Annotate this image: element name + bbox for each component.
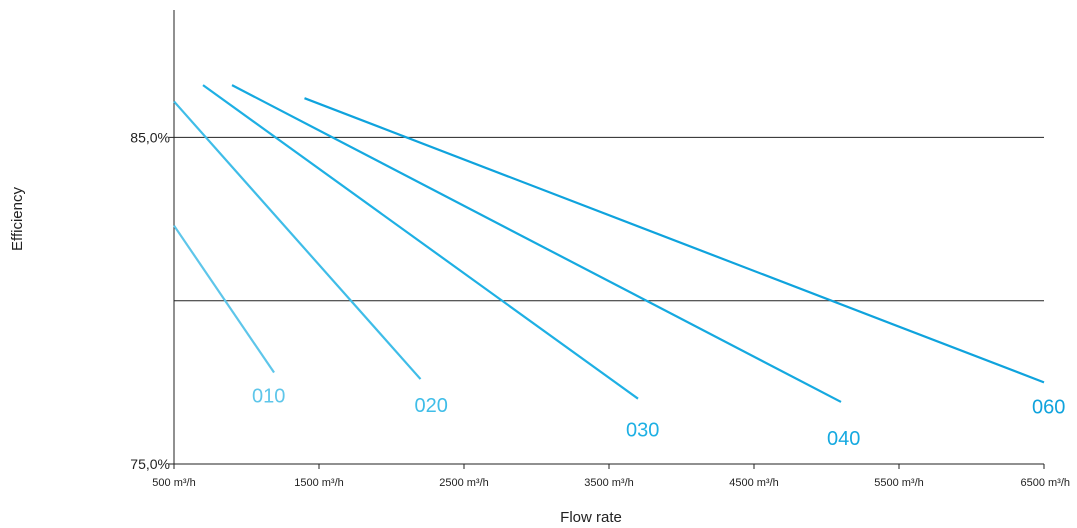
series-line-020: [173, 100, 422, 380]
x-axis-ticks: 500 m³/h 1500 m³/h 2500 m³/h 3500 m³/h 4500 …: [152, 464, 1070, 489]
x-tick-label: 6500 m³/h: [1020, 477, 1070, 489]
y-axis-title: Efficiency: [9, 187, 26, 251]
grid-lines: [174, 136, 1044, 302]
series-line-060: [304, 97, 1045, 384]
series-lines: [173, 84, 1045, 403]
x-tick-label: 2500 m³/h: [439, 477, 489, 489]
series-line-040: [231, 84, 842, 403]
y-tick-label: 75,0%: [130, 456, 170, 472]
series-line-010: [173, 224, 275, 374]
x-tick-label: 1500 m³/h: [294, 477, 344, 489]
x-tick-label: 5500 m³/h: [874, 477, 924, 489]
y-axis-ticks: 75,0% 85,0%: [130, 129, 174, 472]
series-label-030: 030: [626, 420, 659, 442]
series-line-030: [202, 84, 639, 400]
y-tick-label: 85,0%: [130, 129, 170, 145]
series-label-020: 020: [415, 395, 448, 417]
x-tick-label: 500 m³/h: [152, 477, 195, 489]
series-label-010: 010: [252, 386, 285, 408]
series-label-060: 060: [1032, 396, 1065, 418]
series-label-040: 040: [827, 428, 860, 450]
x-tick-label: 4500 m³/h: [729, 477, 779, 489]
axes: [173, 10, 1044, 465]
x-axis-title: Flow rate: [560, 509, 622, 526]
series-labels: 010 020 030 040 060: [252, 386, 1065, 450]
x-tick-label: 3500 m³/h: [584, 477, 634, 489]
